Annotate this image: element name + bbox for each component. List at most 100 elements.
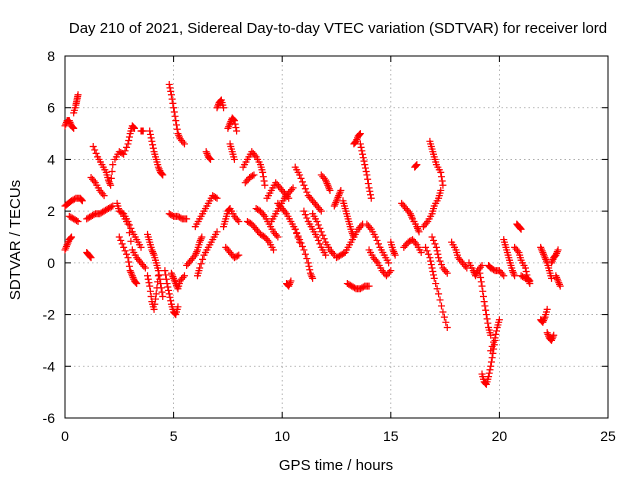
data-point [165,286,173,294]
data-point [91,146,99,154]
data-point [411,162,419,170]
data-point [517,225,525,233]
x-tick-label: 25 [600,428,616,444]
data-point [146,287,154,295]
data-point [548,257,556,265]
data-point [414,226,422,234]
data-point [480,298,488,306]
data-point [541,254,549,262]
data-point [121,247,129,255]
data-point [422,243,430,251]
data-point [526,277,534,285]
data-point [229,115,237,123]
data-point [154,267,162,275]
data-point [287,277,295,285]
data-point [67,234,75,242]
data-point [174,303,182,311]
data-point [300,181,308,189]
data-point [197,260,205,268]
data-point [298,242,306,250]
data-point [301,211,309,219]
data-point [128,270,136,278]
data-point [226,119,234,127]
data-point [202,148,210,156]
data-point [66,118,74,126]
data-point [324,181,332,189]
data-point [109,161,117,169]
data-point [270,246,278,254]
data-point [298,178,306,186]
data-point [175,131,183,139]
data-point [539,318,547,326]
data-point [429,267,437,275]
data-point [329,249,337,257]
data-point [540,250,548,258]
data-point [348,230,356,238]
data-point [133,280,141,288]
data-point [349,231,357,239]
data-point [152,290,160,298]
data-point [145,279,153,287]
data-point [435,290,443,298]
data-point [552,272,560,280]
data-point [492,330,500,338]
data-point [183,215,191,223]
data-point [300,246,308,254]
x-tick-label: 5 [170,428,178,444]
data-point [131,124,139,132]
data-point [553,274,561,282]
data-point [430,271,438,279]
data-point [157,280,165,288]
data-point [192,249,200,257]
data-point [365,184,373,192]
data-point [363,171,371,179]
data-point [540,317,548,325]
data-point [367,194,375,202]
data-point [350,233,358,241]
data-point [479,292,487,300]
data-point [433,285,441,293]
data-point [548,274,556,282]
data-point [477,263,485,271]
data-point [391,251,399,259]
data-point [366,224,374,232]
data-point [281,208,289,216]
data-point [537,243,545,251]
data-point [484,319,492,327]
data-point [332,199,340,207]
data-point [552,251,560,259]
data-point [149,248,157,256]
data-point [406,210,414,218]
data-point [149,144,157,152]
data-point [86,252,94,260]
data-point [170,276,178,284]
data-point [107,181,115,189]
data-point [100,192,108,200]
data-point [120,150,128,158]
data-point [365,282,373,290]
data-point [432,243,440,251]
x-axis-label: GPS time / hours [279,457,393,474]
data-point [510,270,518,278]
data-point [198,233,206,241]
data-point [553,275,561,283]
data-point [358,147,366,155]
data-point [213,104,221,112]
data-point [139,127,147,135]
data-point [413,223,421,231]
data-point [233,216,241,224]
data-point [86,253,94,261]
data-point [556,282,564,290]
data-point [196,236,204,244]
data-point [495,316,503,324]
data-point [322,176,330,184]
data-point [540,315,548,323]
data-point [69,124,77,132]
data-point [443,269,451,277]
data-point [158,288,166,296]
data-point [437,168,445,176]
data-point [124,220,132,228]
data-point [407,211,415,219]
data-point [303,214,311,222]
